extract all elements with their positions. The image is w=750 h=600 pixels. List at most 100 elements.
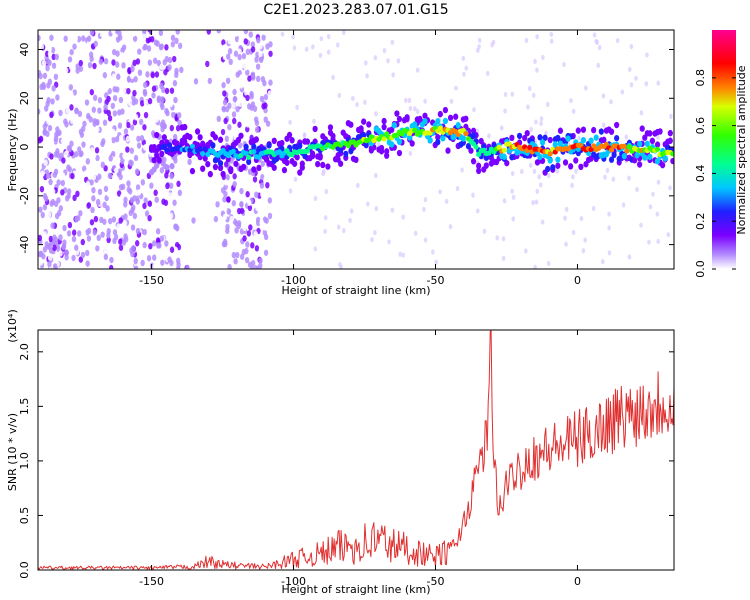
noise-speckle <box>46 90 51 98</box>
noise-speckle <box>111 216 117 223</box>
noise-speckle <box>105 155 110 162</box>
noise-speckle <box>562 61 566 68</box>
noise-speckle <box>313 195 318 201</box>
noise-speckle <box>69 91 74 98</box>
noise-speckle <box>45 58 51 65</box>
noise-speckle <box>499 125 504 131</box>
noise-speckle <box>107 115 113 122</box>
noise-speckle <box>415 67 420 73</box>
noise-speckle <box>656 134 660 140</box>
noise-speckle <box>100 231 105 238</box>
noise-speckle <box>39 185 45 193</box>
ridge-cell <box>412 127 418 133</box>
noise-speckle <box>263 102 268 109</box>
noise-speckle <box>132 35 138 42</box>
noise-speckle <box>241 52 247 60</box>
noise-speckle <box>524 248 528 254</box>
noise-speckle <box>74 178 79 185</box>
x-tick-label: -150 <box>139 274 164 287</box>
ridge-cell <box>644 140 650 148</box>
noise-speckle <box>48 178 53 186</box>
noise-speckle <box>607 250 612 256</box>
noise-speckle <box>233 50 239 57</box>
noise-speckle <box>175 60 180 67</box>
ridge-cell <box>154 162 160 169</box>
ridge-cell <box>297 142 303 150</box>
noise-speckle <box>56 179 61 186</box>
noise-speckle <box>47 78 53 85</box>
ridge-cell <box>608 128 615 135</box>
noise-speckle <box>288 188 293 194</box>
noise-speckle <box>136 189 142 196</box>
noise-speckle <box>569 97 573 104</box>
ridge-cell <box>161 143 167 149</box>
noise-speckle <box>382 48 387 54</box>
noise-speckle <box>253 80 259 88</box>
noise-speckle <box>112 39 117 46</box>
y-tick-label: 20 <box>18 91 31 105</box>
noise-speckle <box>74 244 79 251</box>
ridge-cell <box>246 154 252 160</box>
y-tick-label: 2.0 <box>18 343 31 361</box>
noise-speckle <box>111 73 117 80</box>
snr-x-label: Height of straight line (km) <box>281 583 430 596</box>
noise-speckle <box>114 61 120 68</box>
ridge-cell <box>312 125 318 133</box>
noise-speckle <box>261 130 266 138</box>
noise-speckle <box>601 259 605 265</box>
noise-speckle <box>535 34 539 40</box>
noise-speckle <box>257 82 263 90</box>
noise-speckle <box>129 124 135 131</box>
noise-speckle <box>52 171 58 178</box>
noise-speckle <box>81 165 87 172</box>
ridge-cell <box>453 113 459 120</box>
noise-speckle <box>38 129 43 136</box>
noise-speckle <box>74 216 79 223</box>
noise-speckle <box>171 111 176 119</box>
noise-speckle <box>455 185 460 192</box>
ridge-cell <box>552 141 558 148</box>
ridge-cell <box>166 142 173 148</box>
noise-speckle <box>546 101 550 107</box>
noise-speckle <box>125 33 131 41</box>
noise-speckle <box>141 171 146 178</box>
noise-speckle <box>77 220 82 227</box>
noise-speckle <box>159 235 165 242</box>
noise-speckle <box>106 70 111 77</box>
ridge-cell <box>197 134 203 141</box>
noise-speckle <box>68 63 74 71</box>
noise-speckle <box>77 103 83 110</box>
noise-speckle <box>250 242 255 249</box>
ridge-cell <box>233 160 239 167</box>
noise-speckle <box>221 220 227 227</box>
noise-speckle <box>142 241 147 249</box>
noise-speckle <box>348 217 352 223</box>
noise-speckle <box>206 30 211 35</box>
ridge-cell <box>631 157 638 164</box>
ridge-cell <box>205 160 211 168</box>
ridge-cell <box>212 134 219 141</box>
noise-speckle <box>162 59 167 66</box>
noise-speckle <box>71 254 76 262</box>
ridge-cell <box>670 157 674 165</box>
ridge-cell <box>501 153 507 160</box>
ridge-cell <box>437 125 443 131</box>
ridge-cell <box>266 142 272 149</box>
noise-speckle <box>87 83 92 90</box>
noise-speckle <box>220 187 226 194</box>
ridge-cell <box>256 164 262 172</box>
noise-speckle <box>73 35 79 42</box>
ridge-cell <box>422 118 428 125</box>
noise-speckle <box>390 207 395 213</box>
noise-speckle <box>647 239 651 245</box>
noise-speckle <box>85 260 90 267</box>
noise-speckle <box>244 89 249 96</box>
noise-speckle <box>62 224 67 232</box>
noise-speckle <box>46 211 52 218</box>
noise-speckle <box>571 108 576 114</box>
noise-speckle <box>252 176 258 183</box>
noise-speckle <box>150 71 155 79</box>
y-tick-label: 1.5 <box>18 398 31 416</box>
noise-speckle <box>601 93 606 99</box>
noise-speckle <box>63 35 68 42</box>
